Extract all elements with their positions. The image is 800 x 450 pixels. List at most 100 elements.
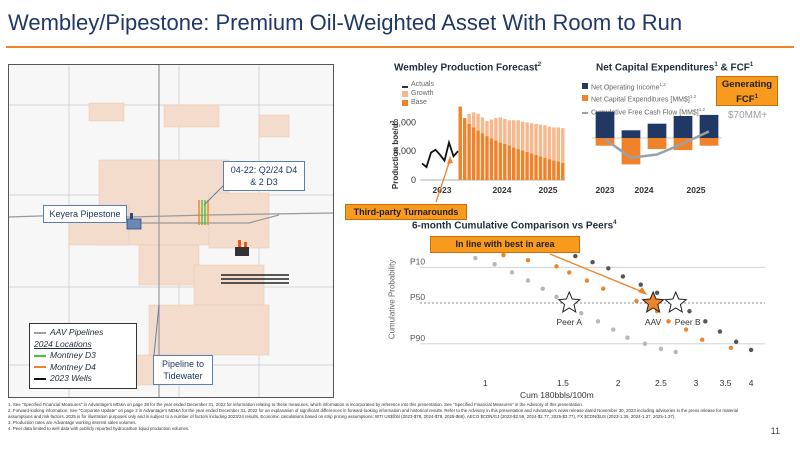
banner-arrow [549,253,646,294]
prod-growth-bar [494,118,498,141]
peers-xlabel: Cum 180bbls/100m [520,390,594,400]
legend-locations-head: 2024 Locations [34,338,92,349]
prod-base-bar [512,147,516,180]
capex-capex-bar [647,138,667,149]
peers-point [673,349,678,355]
peers-x-tick: 4 [749,378,754,388]
legend-wells: 2023 Wells [50,373,92,383]
prod-base-bar [534,154,538,180]
footnote-2: 2. Forward-looking information. See "Cor… [8,408,739,419]
aav-label: AAV [645,317,662,327]
prod-base-bar [516,149,520,180]
peers-point [666,319,671,324]
peers-x-tick: 3.5 [720,378,732,388]
legend-d4: Montney D4 [50,361,96,372]
prod-base-bar [462,118,467,180]
prod-growth-bar [476,113,480,131]
legend-base: Base [411,99,427,106]
aav-star [641,290,665,313]
capex-fcf-line [604,130,710,160]
legend-growth: Growth [411,90,434,97]
peers-point [634,298,639,304]
production-chart: 0 4,000 8,000 2023 2024 2025 [393,106,565,195]
prod-growth-bar [525,122,529,152]
peers-point [573,253,578,259]
peers-point [703,319,708,324]
prod-growth-bar [529,123,534,154]
footnote-1: 1. See "Specified Financial Measures" in… [8,402,584,407]
peers-x-tick: 1 [483,378,488,388]
prod-x-tick: 2025 [539,185,558,195]
prod-base-bar [547,159,552,180]
capex-x-tick: 2025 [687,185,706,195]
peers-level-p50: P50 [410,292,425,302]
prod-y-tick: 8,000 [393,117,416,127]
legend-noi: Net Operating Income1,2 [591,82,666,92]
map-legend: AAV Pipelines 2024 Locations Montney D3 … [29,323,137,389]
peers-point [525,257,531,263]
title-divider [6,46,794,48]
prod-growth-bar [489,119,494,139]
peers-point [611,327,616,332]
prod-base-bar [556,161,561,180]
peers-point [601,286,606,291]
prod-growth-bar [498,117,503,143]
peers-point [509,270,515,275]
prod-growth-bar [512,120,516,148]
peers-point [625,335,630,340]
prod-base-bar [494,140,498,180]
turnarounds-arrow [435,156,453,203]
prod-base-bar [471,127,476,180]
peers-point [658,346,664,352]
callout-keyera: Keyera Pipestone [43,205,127,223]
peers-point [595,319,601,324]
prod-growth-bar [507,120,511,146]
peers-point [501,252,506,258]
peers-point [638,282,643,287]
prod-base-bar [498,142,503,180]
prod-growth-bar [547,126,552,160]
plant-icon [235,240,249,256]
prod-growth-bar [561,128,565,163]
in-line-banner: In line with best in area [430,236,580,253]
banner-arrowhead [638,287,648,295]
legend-d3: Montney D3 [50,350,96,360]
capex-noi-bar [673,116,693,138]
prod-x-tick: 2024 [493,185,512,195]
prod-base-bar [458,106,462,180]
capex-chart-title: Net Capital Expenditures1 & FCF1 [596,62,754,74]
prod-growth-bar [467,113,471,124]
page-title: Wembley/Pipestone: Premium Oil-Weighted … [8,10,683,35]
prod-growth-bar [556,127,561,162]
peers-chart: P10 P50 P90 1 1.5 2 2.5 3 3.5 4 Peer A AAV Peer B [410,252,765,388]
prod-growth-bar [471,112,476,128]
prod-base-bar [503,144,507,180]
peers-point [540,286,545,291]
legend-capex: Net Capital Expenditures [MM$]1,2 [591,94,697,104]
peers-point [700,337,705,342]
generating-fcf-badge: Generating FCF1 [716,76,778,106]
peers-point [492,262,497,267]
map-panel[interactable]: 04-22: Q2/24 D4 & 2 D3 Keyera Pipestone … [8,64,334,398]
peers-point [473,255,478,261]
prod-base-bar [543,157,547,180]
peers-x-tick: 1.5 [557,378,569,388]
prod-y-tick: 0 [411,175,416,185]
prod-base-bar [480,133,485,180]
peers-point [642,341,648,346]
peer-b-star [664,290,688,313]
prod-base-bar [489,138,494,180]
peers-point [590,260,595,265]
peers-chart-title: 6-month Cumulative Comparison vs Peers4 [412,220,617,232]
prod-base-bar [538,156,543,180]
legend-pipelines: AAV Pipelines [50,327,104,337]
peers-ylabel: Cumulative Probability [387,259,397,340]
footnotes: 1. See "Specified Financial Measures" in… [8,402,748,432]
peers-point [687,308,692,314]
prod-base-bar [476,130,480,180]
capex-x-tick: 2023 [596,185,615,195]
capex-capex-bar [621,138,641,165]
peer-b-label: Peer B [675,317,701,327]
prod-growth-bar [503,118,507,144]
capex-capex-bar [699,138,719,146]
